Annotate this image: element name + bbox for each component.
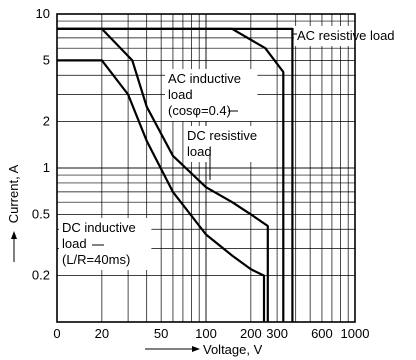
annotation-text: load [168, 87, 193, 102]
y-axis-label: Current, A [6, 164, 21, 223]
annotation-text: AC inductive [168, 71, 241, 86]
annotation-text: AC resistive load [297, 28, 395, 43]
y-tick-label: 10 [36, 6, 50, 21]
series-line-2 [57, 27, 269, 322]
annotation-text: load [187, 144, 212, 159]
x-tick-label: 0 [53, 326, 60, 341]
annotation-text: load [62, 236, 87, 251]
y-tick-label: 0.5 [32, 206, 50, 221]
y-tick-label: 2 [43, 114, 50, 129]
x-axis-label: Voltage, V [203, 342, 263, 357]
y-axis-arrowhead [11, 231, 17, 239]
x-tick-label: 20 [95, 326, 109, 341]
plot-frame [56, 13, 356, 323]
annotation-text: (cosφ=0.4) [168, 103, 231, 118]
x-tick-label: 50 [154, 326, 168, 341]
annotation-text: DC inductive [62, 220, 136, 235]
x-tick-label: 300 [266, 326, 288, 341]
axis-labels: Voltage, V Current, A [6, 164, 263, 357]
x-tick-label: 100 [195, 326, 217, 341]
annotation-text: DC resistive [187, 128, 257, 143]
x-tick-label: 1000 [341, 326, 370, 341]
y-tick-label: 0.2 [32, 268, 50, 283]
series-line-4 [57, 59, 266, 322]
annotation-text: (L/R=40ms) [62, 252, 130, 267]
annotation-background [165, 69, 258, 121]
x-axis-arrowhead [192, 346, 200, 352]
x-tick-label: 600 [311, 326, 333, 341]
y-tick-label: 5 [43, 52, 50, 67]
series-line-3 [57, 27, 285, 322]
tick-labels: 0 20 50 100 200 300 600 1000 10 5 2 1 0.5 0.2 [32, 6, 370, 341]
series-layer [57, 27, 294, 322]
annotation-background [59, 218, 152, 270]
x-tick-label: 200 [240, 326, 262, 341]
annotation-background [184, 126, 277, 162]
y-tick-label: 1 [43, 160, 50, 175]
